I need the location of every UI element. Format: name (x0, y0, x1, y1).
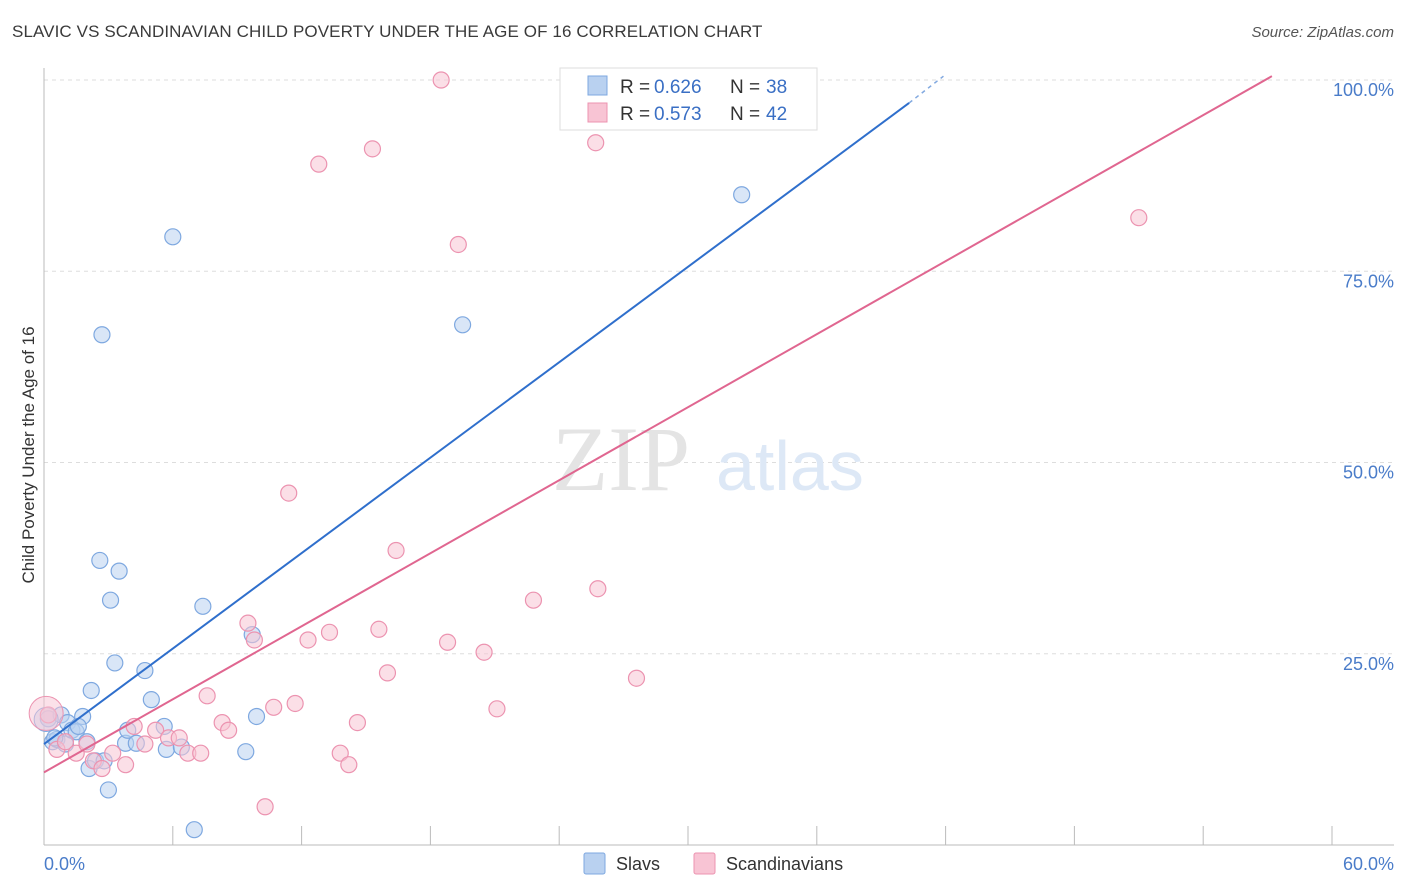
scandinavians-point-8 (116, 756, 135, 774)
scandinavians-point-large (28, 695, 64, 731)
legend-r-label-slavs: R = (620, 77, 650, 98)
y-tick-label-0: 25.0% (1343, 654, 1394, 674)
scandinavians-point-29 (348, 713, 367, 732)
x-tick-label-max: 60.0% (1343, 854, 1394, 874)
slavs-point-13 (91, 551, 109, 570)
scandinavians-point-27 (331, 744, 349, 762)
scandinavians-point-35 (449, 235, 467, 254)
legend-swatch-scandinavians (587, 102, 608, 123)
y-tick-label-1: 50.0% (1343, 463, 1394, 483)
slavs-point-34 (733, 186, 751, 204)
slavs-point-30 (237, 743, 255, 761)
slavs-point-28 (185, 821, 203, 839)
legend-r-label-scandinavians: R = (620, 104, 650, 125)
scandinavians-point-37 (488, 700, 506, 718)
y-axis-label: Child Poverty Under the Age of 16 (19, 326, 38, 583)
scandinavians-trend-line (43, 75, 1273, 774)
scandinavians-point-10 (136, 735, 154, 753)
slavs-point-18 (110, 562, 128, 580)
scandinavians-point-26 (320, 623, 339, 641)
scandinavians-point-42 (310, 155, 328, 173)
watermark-zip: ZIP (552, 408, 690, 510)
slavs-point-33 (454, 316, 472, 334)
slavs-point-23 (142, 691, 160, 709)
slavs-point-26 (164, 228, 182, 246)
scandinavians-point-20 (245, 631, 263, 649)
scandinavians-points (28, 71, 1148, 816)
slavs-point-37 (69, 717, 87, 736)
bottom-legend-label-scandinavians: Scandinavians (726, 854, 843, 874)
scandinavians-point-25 (299, 631, 317, 649)
scandinavians-point-33 (432, 71, 450, 89)
scandinavians-point-31 (378, 664, 397, 682)
scandinavians-point-7 (104, 744, 122, 762)
scandinavians-point-6 (93, 759, 111, 778)
scandinavians-point-18 (220, 721, 238, 739)
grid-lines (44, 79, 1394, 655)
scandinavians-point-36 (475, 643, 493, 661)
scandinavians-point-34 (438, 633, 457, 651)
source-label: Source: ZipAtlas.com (1251, 24, 1394, 41)
slavs-point-17 (106, 654, 124, 672)
scandinavians-point-22 (265, 698, 283, 716)
scandinavians-point-44 (587, 134, 605, 152)
y-tick-label-2: 75.0% (1343, 271, 1394, 291)
y-tick-label-3: 100.0% (1333, 80, 1394, 100)
slavs-point-15 (99, 781, 118, 799)
slavs-point-16 (101, 591, 120, 609)
scandinavians-point-32 (387, 541, 405, 560)
scandinavians-point-40 (627, 669, 646, 687)
scandinavians-point-16 (198, 687, 216, 705)
chart-title: SLAVIC VS SCANDINAVIAN CHILD POVERTY UND… (12, 22, 763, 41)
legend-n-label-slavs: N = (730, 77, 760, 98)
scandinavians-point-23 (280, 484, 298, 502)
scandinavians-point-21 (256, 798, 274, 816)
bottom-legend-label-slavs: Slavs (616, 854, 660, 874)
legend-r-value-slavs: 0.626 (654, 77, 702, 98)
legend-n-value-slavs: 38 (766, 77, 787, 98)
trend-lines (43, 75, 1273, 774)
bottom-legend-swatch-slavs (583, 852, 606, 875)
legend-n-value-scandinavians: 42 (766, 104, 787, 125)
bottom-legend-swatch-scandinavians (693, 852, 716, 875)
legend-r-value-scandinavians: 0.573 (654, 104, 702, 125)
slavs-point-11 (82, 681, 100, 700)
scandinavians-point-39 (589, 580, 607, 598)
scandinavians-point-19 (239, 614, 257, 632)
scandinavians-point-43 (363, 140, 382, 158)
x-tick-label-min: 0.0% (44, 854, 85, 874)
top-legend: R = 0.626 N = 38 R = 0.573 N = 42 (559, 67, 818, 131)
scandinavians-point-24 (286, 694, 304, 713)
watermark-atlas: atlas (716, 427, 864, 505)
scandinavians-point-30 (370, 620, 388, 638)
slavs-point-35 (93, 326, 111, 344)
slavs-trend-line (43, 102, 910, 745)
scandinavians-point-38 (524, 591, 543, 609)
y-tick-labels: 25.0% 50.0% 75.0% 100.0% (1333, 80, 1394, 674)
legend-swatch-slavs (587, 75, 608, 96)
axes (43, 68, 1394, 846)
slavs-point-29 (194, 597, 212, 615)
slavs-point-32 (247, 707, 266, 726)
scandinavians-point-11 (147, 721, 165, 739)
legend-n-label-scandinavians: N = (730, 104, 760, 125)
scandinavians-point-28 (340, 756, 358, 774)
scandinavians-point-13 (170, 729, 188, 747)
scandinavians-point-41 (1130, 209, 1148, 227)
scandinavians-point-2 (56, 733, 75, 751)
scandinavians-point-15 (192, 744, 210, 762)
bottom-legend: Slavs Scandinavians (583, 852, 843, 875)
